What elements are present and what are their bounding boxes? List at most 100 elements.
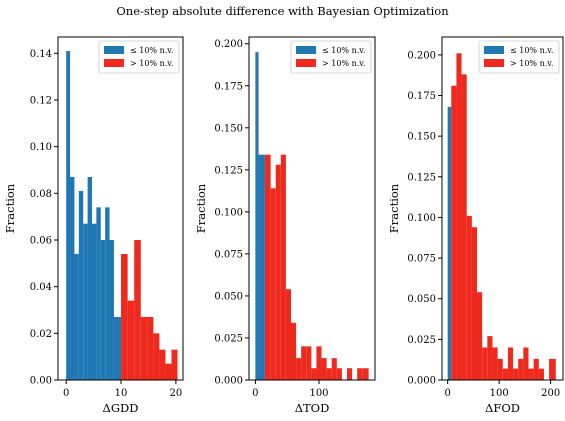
legend-label-low: ≤ 10% n.v. — [322, 46, 365, 55]
bar-low-9 — [105, 207, 110, 380]
x-tick-label: 0 — [252, 388, 258, 399]
bar-high-4 — [471, 227, 478, 380]
y-axis-label: Fraction — [194, 183, 208, 233]
bar-high-19 — [362, 368, 369, 380]
y-tick-label: 0.000 — [214, 376, 243, 387]
bar-high-4 — [147, 317, 154, 380]
bar-high-0 — [264, 154, 271, 380]
legend: ≤ 10% n.v. > 10% n.v. — [290, 40, 372, 74]
y-tick-label: 0.06 — [30, 236, 52, 247]
bar-high-1 — [270, 188, 276, 380]
y-tick-label: 0.02 — [30, 329, 52, 340]
bar-low-5 — [87, 177, 92, 380]
y-tick-label: 0.050 — [214, 291, 243, 302]
legend-swatch-low — [296, 46, 316, 54]
bar-high-8 — [306, 346, 312, 380]
y-tick-label: 0.050 — [407, 294, 436, 305]
bar-high-8 — [492, 347, 498, 380]
y-tick-label: 0.14 — [30, 49, 52, 60]
bar-high-9 — [311, 368, 317, 380]
y-tick-label: 0.025 — [407, 335, 436, 346]
legend-label-high: > 10% n.v. — [130, 59, 173, 68]
bar-high-17 — [538, 368, 544, 380]
y-tick-label: 0.075 — [407, 254, 436, 265]
bar-low-3 — [78, 191, 84, 380]
y-axis-label: Fraction — [387, 183, 401, 233]
x-tick-label: 200 — [541, 388, 560, 399]
bar-high-2 — [461, 74, 467, 380]
bar-high-13 — [518, 358, 524, 380]
bar-high-2 — [275, 164, 281, 380]
histogram-tod: 0.000 0.025 0.050 0.075 0.100 0.125 0.150 0.175… — [194, 36, 376, 415]
y-tick-label: 0.150 — [214, 123, 243, 134]
y-tick-label: 0.100 — [407, 213, 436, 224]
bar-low-4 — [83, 223, 88, 380]
bar-low-1 — [70, 177, 75, 380]
bar-low-2 — [74, 254, 79, 380]
x-axis-label: ΔTOD — [295, 401, 330, 415]
y-tick-label: 0.200 — [407, 50, 436, 61]
y-tick-label: 0.08 — [30, 189, 52, 200]
bar-high-2 — [134, 240, 141, 380]
legend-swatch-low — [104, 46, 124, 54]
legend-swatch-low — [484, 46, 504, 54]
bar-high-19 — [549, 358, 556, 380]
bar-high-0 — [121, 254, 128, 380]
bar-low-10 — [109, 240, 114, 380]
bar-high-16 — [533, 358, 539, 380]
bar-high-12 — [326, 368, 332, 380]
y-tick-label: 0.175 — [407, 91, 436, 102]
plot-frame — [57, 36, 184, 381]
y-tick-label: 0.10 — [30, 142, 52, 153]
y-tick-label: 0.075 — [214, 249, 243, 260]
y-tick-label: 0.125 — [214, 165, 243, 176]
bar-high-12 — [513, 368, 519, 380]
bar-low-0 — [255, 52, 259, 380]
bar-high-7 — [487, 336, 493, 380]
y-tick-label: 0.12 — [30, 96, 52, 107]
y-tick-label: 0.025 — [214, 333, 243, 344]
legend-swatch-high — [104, 59, 124, 67]
legend-swatch-high — [296, 59, 316, 67]
plot-frame — [441, 36, 564, 381]
y-tick-label: 0.200 — [214, 39, 243, 50]
bar-high-8 — [171, 349, 178, 380]
x-axis-label: ΔFOD — [485, 401, 520, 415]
bar-high-3 — [466, 215, 472, 380]
bar-high-1 — [456, 53, 462, 380]
y-tick-label: 0.00 — [30, 376, 52, 387]
plot-frame — [248, 36, 376, 381]
x-tick-label: 100 — [490, 388, 509, 399]
bar-low-0 — [66, 51, 71, 380]
bar-high-6 — [296, 358, 302, 380]
bar-high-11 — [321, 358, 327, 380]
bar-high-16 — [347, 368, 353, 380]
bar-high-13 — [331, 358, 337, 380]
legend-label-high: > 10% n.v. — [510, 59, 553, 68]
bar-high-14 — [336, 368, 342, 380]
bar-high-6 — [482, 347, 488, 380]
bar-low-1 — [258, 154, 265, 380]
figure-title: One-step absolute difference with Bayesi… — [116, 4, 449, 18]
bar-low-6 — [91, 223, 97, 380]
y-tick-label: 0.000 — [407, 376, 436, 387]
legend-label-high: > 10% n.v. — [322, 59, 365, 68]
bar-high-5 — [477, 292, 483, 380]
x-tick-label: 100 — [309, 388, 328, 399]
legend: ≤ 10% n.v. > 10% n.v. — [478, 40, 560, 74]
y-tick-label: 0.04 — [30, 282, 52, 293]
bar-high-15 — [528, 368, 534, 380]
x-tick-label: 20 — [170, 388, 183, 399]
x-tick-label: 0 — [63, 388, 69, 399]
bar-high-3 — [280, 154, 286, 380]
histogram-gdd: 0.00 0.02 0.04 0.06 0.08 0.10 0.12 0.14 0 10 20 ΔGD… — [3, 36, 184, 415]
bar-high-18 — [357, 368, 363, 380]
x-tick-label: 10 — [115, 388, 128, 399]
legend-label-low: ≤ 10% n.v. — [510, 46, 553, 55]
bar-high-11 — [507, 347, 514, 380]
bar-high-7 — [301, 346, 307, 380]
x-axis-label: ΔGDD — [103, 401, 139, 415]
bar-high-3 — [140, 317, 148, 380]
x-tick-label: 0 — [444, 388, 450, 399]
